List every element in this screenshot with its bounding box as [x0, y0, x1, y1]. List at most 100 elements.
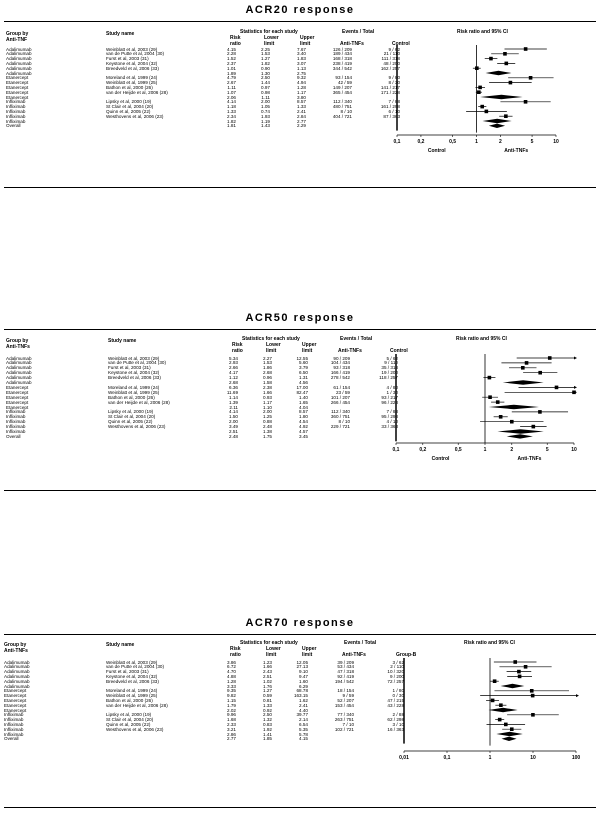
- point-estimate-marker: [497, 717, 502, 722]
- row-lo-cell: 1.92: [263, 726, 272, 732]
- summary-diamond: [496, 731, 523, 737]
- row-hi-cell: 1.83: [297, 56, 306, 62]
- row-group-cell: Etanercept: [4, 697, 27, 703]
- row-group-cell: Infliximab: [4, 726, 24, 732]
- row-study-cell: Furst et al, 2003 (31): [106, 669, 149, 675]
- row-study-cell: Lipsky et al, 2000 (19): [108, 409, 154, 415]
- row-hi-cell: 2.77: [297, 118, 306, 124]
- row-lo-cell: 1.43: [261, 123, 270, 129]
- truncation-arrow: [574, 385, 577, 389]
- row-lo-cell: 1.11: [261, 94, 270, 100]
- forest-panel-2: ACR50 response Group by Anti-TNFs Study na…: [0, 312, 600, 496]
- row-hi-cell: 5.78: [299, 731, 308, 737]
- row-group-cell: Infliximab: [6, 108, 26, 114]
- row-hi-cell: 12.05: [296, 659, 309, 665]
- row-study-cell: Bathon et al, 2000 (26): [106, 84, 153, 90]
- column-header-treat: Anti-TNFs: [340, 41, 364, 47]
- row-rr-cell: 1.07: [227, 89, 236, 95]
- row-ev2-cell: 47 / 215: [387, 697, 404, 703]
- row-rr-cell: 4.17: [229, 370, 238, 376]
- column-header-plot: Risk ratio and 95% CI: [456, 336, 507, 342]
- row-rr-cell: 2.86: [227, 731, 236, 737]
- row-lo-cell: 2.43: [263, 669, 272, 675]
- row-rr-cell: 9.35: [227, 688, 236, 694]
- row-study-cell: Breedveld et al, 2006 (33): [106, 65, 159, 71]
- row-rr-cell: 2.93: [229, 360, 238, 366]
- x-tick-label: 1: [484, 447, 487, 453]
- row-ev2-cell: 43 / 228: [387, 702, 404, 708]
- row-study-cell: Furst et al, 2003 (31): [108, 365, 151, 371]
- point-estimate-marker: [503, 52, 507, 56]
- row-group-cell: Infliximab: [4, 721, 24, 727]
- row-ev2-cell: 62 / 298: [387, 717, 404, 723]
- row-ev1-cell: 166 / 419: [330, 370, 350, 376]
- row-hi-cell: 8.57: [297, 99, 306, 105]
- row-hi-cell: 3.79: [299, 365, 308, 371]
- row-group-cell: Infliximab: [6, 118, 26, 124]
- row-lo-cell: 0.98: [261, 89, 270, 95]
- row-rr-cell: 4.79: [227, 75, 236, 81]
- row-lo-cell: 2.50: [263, 712, 272, 718]
- row-lo-cell: 0.59: [263, 693, 272, 699]
- point-estimate-marker: [523, 665, 528, 669]
- row-study-cell: Weinblatt et al, 1999 (25): [106, 693, 158, 699]
- row-hi-cell: 2.29: [297, 123, 306, 129]
- row-rr-cell: 3.86: [227, 659, 236, 665]
- row-hi-cell: 1.13: [297, 65, 306, 71]
- point-estimate-marker: [509, 419, 514, 424]
- row-ev2-cell: 7 / 88: [388, 99, 401, 105]
- row-rr-cell: 4.14: [227, 99, 236, 105]
- row-group-cell: Etanercept: [6, 84, 29, 90]
- row-rr-cell: 4.70: [227, 669, 236, 675]
- point-estimate-marker: [495, 400, 500, 404]
- column-header-events: Events / Total: [344, 640, 377, 646]
- row-ev2-cell: 35 / 318: [381, 365, 398, 371]
- row-ev1-cell: 189 / 434: [332, 51, 352, 57]
- row-lo-cell: 2.51: [263, 673, 272, 679]
- column-header-ctrl: Control: [392, 41, 410, 47]
- row-lo-cell: 1.19: [261, 118, 270, 124]
- column-header-ctrl: Control: [390, 348, 408, 354]
- x-tick-label: 0,5: [455, 447, 462, 453]
- row-study-cell: Bathon et al, 2000 (26): [108, 394, 155, 400]
- column-header-risk: Risk ratio: [230, 646, 241, 658]
- row-group-cell: Etanercept: [6, 94, 29, 100]
- row-ev2-cell: 118 / 257: [379, 375, 398, 381]
- row-ev2-cell: 19 / 200: [381, 370, 398, 376]
- row-hi-cell: 2.41: [297, 108, 306, 114]
- row-lo-cell: 2.38: [263, 384, 272, 390]
- row-rr-cell: 2.48: [229, 433, 238, 439]
- row-hi-cell: 1.17: [297, 89, 306, 95]
- row-study-cell: Weinblatt et al, 2003 (29): [108, 355, 160, 361]
- row-hi-cell: 9.47: [299, 673, 308, 679]
- row-group-cell: Etanercept: [6, 80, 29, 86]
- row-rr-cell: 2.67: [227, 80, 236, 86]
- row-study-cell: Breedveld et al, 2006 (33): [106, 678, 159, 684]
- row-ev2-cell: 2 / 110: [390, 664, 404, 670]
- x-tick-label: 1: [475, 139, 478, 145]
- row-ev1-cell: 47 / 318: [337, 669, 354, 675]
- summary-diamond: [488, 123, 506, 128]
- row-hi-cell: 3.80: [297, 94, 306, 100]
- row-rr-cell: 1.01: [227, 65, 236, 71]
- row-ev2-cell: 1 / 30: [386, 389, 399, 395]
- row-study-cell: van der Heijde et al, 2006 (28): [106, 89, 168, 95]
- footer-divider-line: [4, 187, 596, 188]
- row-lo-cell: 1.30: [261, 70, 270, 76]
- row-study-cell: Westhovens et al, 2006 (23): [106, 726, 164, 732]
- row-group-cell: Etanercept: [4, 688, 27, 694]
- row-lo-cell: 0.90: [261, 65, 270, 71]
- row-rr-cell: 1.28: [227, 678, 236, 684]
- row-rr-cell: 4.15: [227, 46, 236, 52]
- row-lo-cell: 1.58: [263, 380, 272, 385]
- row-study-cell: Lipsky et al, 2000 (19): [106, 99, 152, 105]
- row-ev1-cell: 52 / 207: [337, 697, 354, 703]
- row-study-cell: Westhovens et al, 2006 (23): [106, 113, 164, 119]
- column-header-study: Study name: [106, 31, 135, 37]
- column-header-plot: Risk ratio and 95% CI: [464, 640, 515, 646]
- row-rr-cell: 2.02: [227, 707, 236, 713]
- point-estimate-marker: [538, 370, 542, 375]
- forest-plot-area: 0,1 0,2 0,5 1 2 5 10 Control Anti-TNFs: [394, 45, 559, 154]
- row-hi-cell: 4.40: [299, 707, 308, 713]
- row-group-cell: Overall: [6, 433, 21, 439]
